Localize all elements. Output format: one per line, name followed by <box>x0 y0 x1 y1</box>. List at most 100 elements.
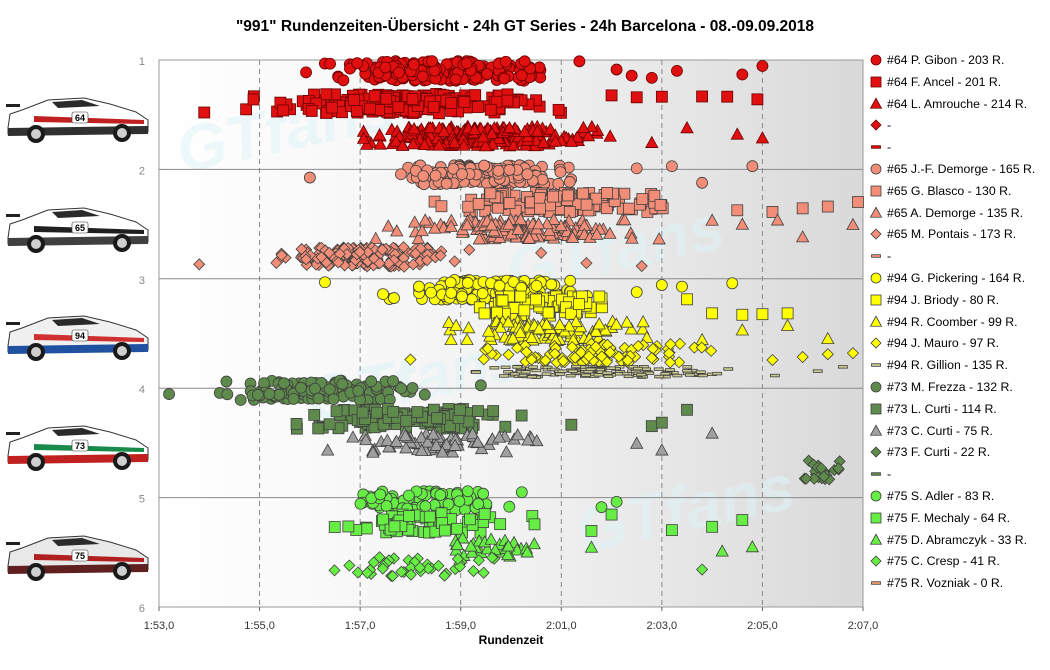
data-point <box>447 162 460 175</box>
data-point <box>502 348 515 361</box>
data-point <box>736 68 749 81</box>
legend-label: #73 F. Curti - 22 R. <box>887 445 991 460</box>
data-point <box>387 405 400 418</box>
data-point <box>426 55 438 68</box>
data-point <box>478 139 493 152</box>
data-point <box>837 365 848 369</box>
data-point <box>592 317 606 330</box>
data-point <box>435 445 450 458</box>
car-image: 94 <box>6 315 149 361</box>
data-point <box>467 122 482 136</box>
data-point <box>376 243 389 256</box>
data-point <box>366 445 380 458</box>
data-point <box>630 286 643 299</box>
data-point <box>770 213 785 226</box>
data-point <box>444 219 458 232</box>
legend-marker <box>870 76 882 88</box>
data-point <box>373 257 386 270</box>
data-point <box>584 540 599 553</box>
data-point <box>406 382 419 394</box>
data-point <box>434 249 447 262</box>
legend-item: #75 D. Abramczyk - 33 R. <box>868 530 1048 550</box>
legend-marker <box>871 581 881 585</box>
series-8 <box>193 241 648 273</box>
data-point <box>499 445 514 458</box>
data-point <box>533 192 546 204</box>
data-point <box>548 134 563 147</box>
data-point <box>323 246 336 259</box>
series-15 <box>163 374 487 407</box>
data-point <box>294 381 307 394</box>
data-point <box>431 412 443 424</box>
data-point <box>364 102 376 115</box>
x-tick-label: 2:03,0 <box>647 620 678 632</box>
data-point <box>388 292 400 304</box>
data-point <box>484 187 497 200</box>
car-number: 65 <box>75 223 85 233</box>
data-point <box>514 290 527 303</box>
data-point <box>380 500 393 512</box>
data-point <box>295 242 308 256</box>
data-point <box>501 94 514 107</box>
legend-item: #65 J.-F. Demorge - 165 R. <box>868 159 1048 179</box>
data-point <box>695 370 706 374</box>
legend-marker <box>870 381 882 393</box>
legend-marker <box>870 294 882 306</box>
data-point <box>472 554 485 567</box>
car-image: 65 <box>6 207 149 253</box>
legend-label: #94 G. Pickering - 164 R. <box>887 271 1026 285</box>
data-point <box>496 294 509 307</box>
data-point <box>403 510 415 522</box>
legend-marker <box>870 403 882 415</box>
data-point <box>506 331 520 344</box>
data-point <box>463 243 476 256</box>
data-point <box>377 513 389 526</box>
data-point <box>444 276 457 289</box>
legend-marker-icon <box>870 555 882 567</box>
data-point <box>696 563 709 576</box>
data-point <box>705 426 719 439</box>
data-point <box>672 373 683 378</box>
data-point <box>605 508 618 521</box>
data-point <box>456 290 468 303</box>
data-point <box>464 539 478 552</box>
legend-marker <box>870 119 882 131</box>
data-point <box>605 89 618 102</box>
legend-marker-icon <box>869 533 883 545</box>
data-point <box>360 137 374 150</box>
data-point <box>414 443 429 457</box>
data-point <box>474 441 489 455</box>
data-point <box>680 120 694 134</box>
data-point <box>462 415 475 428</box>
data-point <box>442 498 455 510</box>
data-point <box>781 307 794 320</box>
data-point <box>625 231 639 244</box>
data-point <box>532 322 546 335</box>
data-point <box>530 124 545 137</box>
data-point <box>263 388 276 400</box>
legend-item: #65 G. Blasco - 130 R. <box>868 181 1048 201</box>
data-point <box>251 388 264 401</box>
legend-label: #64 F. Ancel - 201 R. <box>887 74 1002 89</box>
data-point <box>324 57 336 70</box>
data-point <box>600 202 613 215</box>
data-point <box>821 331 835 345</box>
legend-marker-icon <box>871 363 881 367</box>
data-point <box>573 55 586 68</box>
legend-item: #65 M. Pontais - 173 R. <box>868 224 1048 244</box>
legend-item: - <box>868 115 1048 135</box>
data-point <box>580 257 593 270</box>
data-point <box>593 373 604 377</box>
data-point <box>632 366 643 371</box>
legend-marker-icon <box>870 185 882 197</box>
data-point <box>435 507 448 520</box>
legend-marker-icon <box>870 163 882 175</box>
data-point <box>287 392 300 405</box>
data-point <box>527 536 541 550</box>
series-20 <box>354 485 623 517</box>
data-point <box>465 426 480 440</box>
data-point <box>470 435 485 448</box>
data-point <box>373 137 388 150</box>
legend-marker-icon <box>869 97 883 109</box>
data-point <box>570 130 585 143</box>
